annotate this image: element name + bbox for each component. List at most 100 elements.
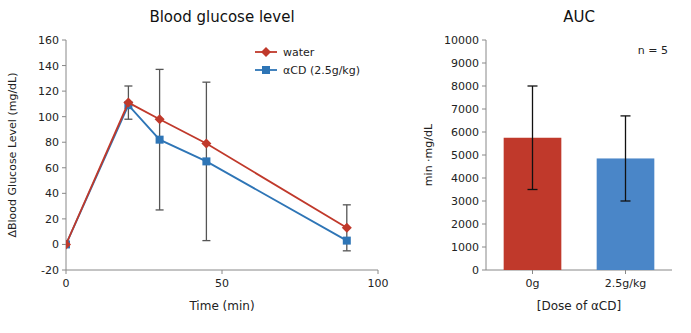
error-bar (156, 69, 164, 210)
x-tick-label: 100 (368, 277, 389, 290)
legend-label: αCD (2.5g/kg) (283, 64, 360, 77)
series-marker (155, 114, 165, 124)
legend-entry: water (255, 46, 315, 59)
series-marker (156, 136, 164, 144)
y-tick-label: 140 (38, 60, 59, 73)
y-tick-label: 40 (45, 187, 59, 200)
error-bar (621, 116, 631, 201)
y-tick (62, 91, 66, 92)
chart-canvas: Blood glucose level Time (min) ΔBlood Gluc… (0, 0, 691, 333)
y-axis-label: min ·mg/dL (422, 123, 435, 186)
legend-entry: αCD (2.5g/kg) (255, 64, 360, 77)
series-marker (66, 240, 70, 248)
y-tick (62, 65, 66, 66)
y-tick-label: 7000 (451, 103, 479, 116)
series-marker (342, 223, 352, 233)
error-cap (156, 69, 164, 70)
error-cap (343, 204, 351, 205)
y-tick (482, 224, 486, 225)
error-cap (343, 250, 351, 251)
y-tick-label: 9000 (451, 57, 479, 70)
y-tick-label: 100 (38, 111, 59, 124)
y-tick (482, 178, 486, 179)
y-tick-label: 160 (38, 34, 59, 47)
y-tick (62, 116, 66, 117)
line-chart: Blood glucose level Time (min) ΔBlood Gluc… (6, 8, 389, 313)
y-tick (62, 142, 66, 143)
y-tick (62, 218, 66, 219)
x-axis-label: Time (min) (188, 299, 254, 313)
x-tick-label: 2.5g/kg (605, 277, 647, 290)
y-tick (62, 244, 66, 245)
y-tick-label: 20 (45, 213, 59, 226)
series-line (66, 103, 347, 245)
y-tick-label: 0 (52, 238, 59, 251)
y-tick (482, 109, 486, 110)
y-tick (62, 40, 66, 41)
chart-title: Blood glucose level (149, 8, 294, 26)
x-tick (532, 270, 533, 274)
y-tick (62, 193, 66, 194)
y-tick-label: 8000 (451, 80, 479, 93)
error-bar (202, 82, 210, 240)
error-cap (202, 82, 210, 83)
series-marker (343, 237, 351, 245)
legend-label: water (283, 46, 315, 59)
series-marker (123, 98, 133, 108)
error-cap (124, 119, 132, 120)
legend-marker (261, 47, 271, 57)
bar-chart: AUC [Dose of αCD] min ·mg/dL 0 1000 2000 3000 4… (422, 8, 672, 313)
legend: water αCD (2.5g/kg) (255, 46, 360, 77)
y-tick (62, 167, 66, 168)
x-tick-label: 50 (215, 277, 229, 290)
y-axis-label: ΔBlood Glucose Level (mg/dL) (6, 72, 19, 237)
x-tick-label: 0g (526, 277, 540, 290)
chart-title: AUC (563, 8, 595, 26)
y-tick (482, 155, 486, 156)
background (0, 0, 691, 333)
y-tick-label: 4000 (451, 172, 479, 185)
error-bar (528, 86, 538, 190)
y-tick-label: 3000 (451, 195, 479, 208)
x-tick (625, 270, 626, 274)
y-tick (482, 63, 486, 64)
plot-area (66, 69, 352, 250)
series-marker (201, 139, 211, 149)
x-tick (222, 270, 223, 274)
y-tick-label: 1000 (451, 241, 479, 254)
series-marker (202, 157, 210, 165)
y-tick-label: 2000 (451, 218, 479, 231)
y-tick-label: 120 (38, 85, 59, 98)
error-bar (343, 205, 351, 251)
y-tick-label: -20 (41, 264, 59, 277)
error-stem (625, 116, 626, 201)
y-tick (482, 270, 486, 271)
x-tick (378, 270, 379, 274)
error-stem (532, 86, 533, 190)
error-cap (621, 115, 631, 116)
error-bar (124, 86, 132, 119)
y-tick-label: 5000 (451, 149, 479, 162)
error-cap (528, 85, 538, 86)
y-tick (482, 201, 486, 202)
y-tick-label: 10000 (444, 34, 479, 47)
error-cap (124, 85, 132, 86)
x-tick-label: 0 (63, 277, 70, 290)
y-tick (482, 40, 486, 41)
error-cap (202, 240, 210, 241)
annotation: n = 5 (638, 44, 668, 57)
x-axis-label: [Dose of αCD] (537, 299, 621, 313)
series-marker (66, 239, 71, 249)
y-axis-line (66, 40, 67, 270)
error-cap (528, 189, 538, 190)
error-cap (621, 200, 631, 201)
legend-marker (262, 66, 270, 74)
y-tick-label: 6000 (451, 126, 479, 139)
y-tick (482, 86, 486, 87)
series-line (66, 105, 347, 244)
y-tick (482, 132, 486, 133)
plot-area (504, 86, 655, 270)
x-tick (66, 270, 67, 274)
y-tick-label: 0 (472, 264, 479, 277)
error-cap (156, 209, 164, 210)
